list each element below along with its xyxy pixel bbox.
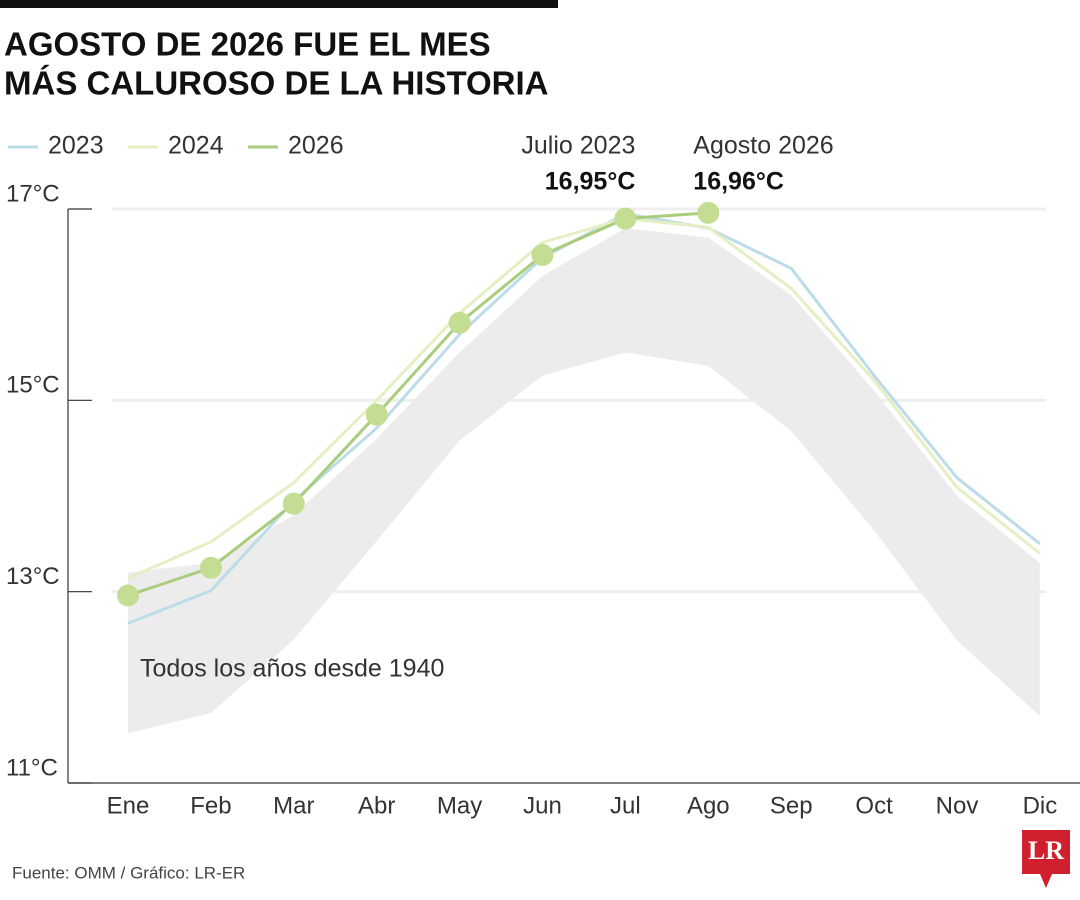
point (199, 556, 222, 579)
y-tick-label: 17°C (6, 180, 60, 207)
point (117, 584, 139, 607)
series-line (127, 217, 1041, 580)
logo: LR (1022, 830, 1070, 888)
y-tick-label: 11°C (6, 754, 58, 781)
x-tick-label: Mar (273, 792, 314, 819)
chart-title: MÁS CALUROSO DE LA HISTORIA (4, 65, 549, 102)
legend-label: 2026 (288, 132, 344, 160)
annotation-value: 16,96°C (693, 168, 784, 196)
x-tick-label: Sep (770, 792, 813, 819)
x-tick-label: Jun (523, 792, 562, 819)
top-bar (0, 0, 558, 8)
y-tick-label: 15°C (6, 372, 60, 399)
source: Fuente: OMM / Gráfico: LR-ER (12, 863, 245, 882)
x-tick-label: Jul (610, 792, 641, 819)
x-tick-label: Ago (687, 792, 730, 819)
point (614, 207, 637, 230)
x-tick-label: Dic (1023, 792, 1058, 819)
x-tick-label: Abr (358, 792, 395, 819)
annotation-value: 16,95°C (545, 168, 636, 196)
legend-label: 2023 (48, 132, 104, 160)
logo-text: LR (1028, 836, 1064, 865)
series-line (127, 211, 709, 597)
legend-label: 2024 (168, 132, 224, 160)
annotation-label: Agosto 2026 (693, 132, 833, 160)
x-tick-label: May (437, 792, 482, 819)
x-tick-label: Feb (190, 792, 231, 819)
logo-box (1022, 830, 1070, 874)
point (531, 243, 554, 266)
point (448, 311, 471, 334)
band-label: Todos los años desde 1940 (140, 655, 444, 683)
history-band (128, 228, 1040, 734)
x-tick-label: Nov (936, 792, 979, 819)
x-tick-label: Ene (107, 792, 150, 819)
x-tick-label: Oct (855, 792, 893, 819)
y-tick-label: 13°C (6, 563, 60, 590)
point (365, 403, 388, 426)
annotation-label: Julio 2023 (521, 132, 635, 160)
logo-tail (1040, 874, 1052, 888)
point (282, 492, 305, 515)
point (697, 201, 720, 224)
chart-title: AGOSTO DE 2026 FUE EL MES (4, 26, 491, 63)
